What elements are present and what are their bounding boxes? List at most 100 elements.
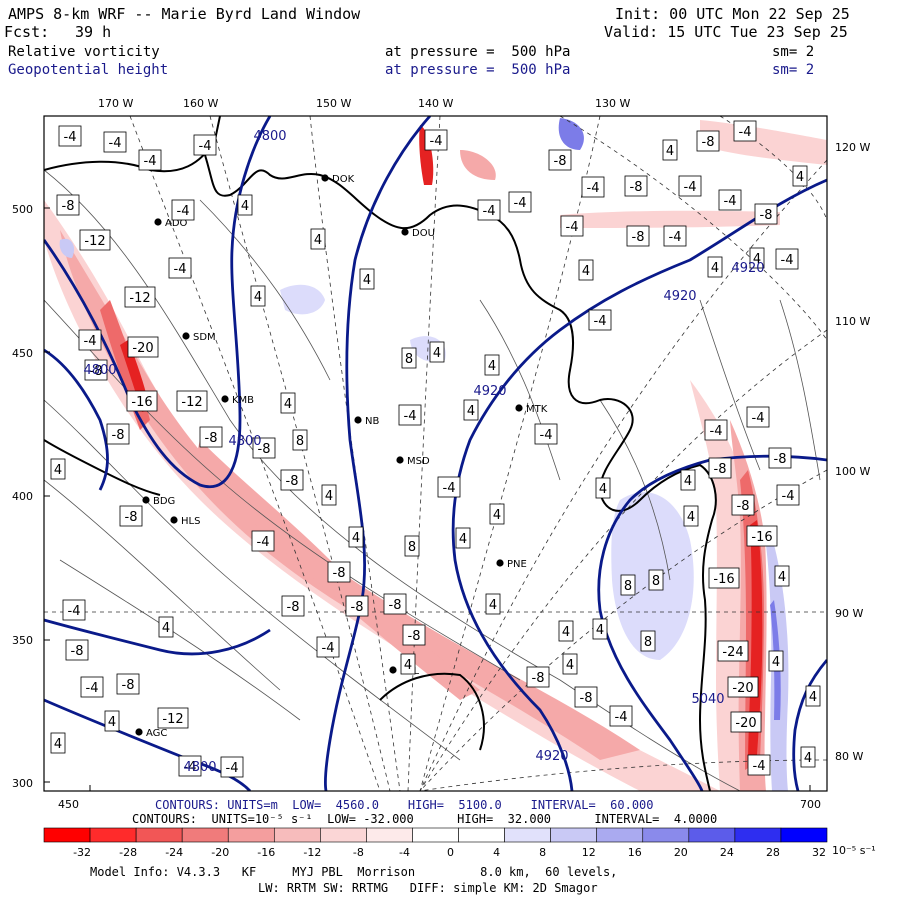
lon-label-top: 130 W [595, 97, 630, 110]
vorticity-label-box [485, 593, 501, 615]
map-title: AMPS 8-km WRF -- Marie Byrd Land Window [8, 5, 361, 23]
vorticity-label-box [171, 199, 195, 221]
vorticity-label: -16 [713, 572, 734, 587]
vorticity-label-box [578, 259, 594, 281]
colorbar-tick: 28 [766, 846, 780, 859]
vorticity-label: -8 [122, 678, 135, 693]
vorticity-label: -4 [752, 411, 765, 426]
vorticity-label: -24 [722, 645, 743, 660]
vorticity-label: -12 [129, 291, 150, 306]
vorticity-label-box [648, 569, 664, 591]
vorticity-label-box [663, 225, 687, 247]
vorticity-label-box [316, 636, 340, 658]
colorbar-tick: -12 [303, 846, 321, 859]
vorticity-label: 4 [687, 510, 695, 525]
station-dot [401, 228, 409, 236]
vorticity-label-box [193, 134, 217, 156]
frame-ticks [44, 207, 811, 791]
vorticity-label: -8 [630, 180, 643, 195]
colorbar-swatch [780, 827, 828, 843]
vorticity-label: -8 [774, 452, 787, 467]
vorticity-label-box [158, 616, 174, 638]
vorticity-label-box [624, 175, 648, 197]
bottom-grid-labels: 450 700 [58, 798, 821, 811]
vorticity-label: -4 [566, 220, 579, 235]
vorticity-label: -20 [735, 716, 756, 731]
vorticity-label-box [620, 574, 636, 596]
vorticity-label: -8 [71, 644, 84, 659]
grid-label-left: 350 [12, 634, 33, 647]
station-dot [170, 516, 178, 524]
vorticity-label-box [104, 710, 120, 732]
vorticity-label: -4 [483, 204, 496, 219]
vorticity-label-box [727, 676, 759, 698]
vorticity-label: -8 [125, 510, 138, 525]
grid-label-left: 400 [12, 490, 33, 503]
vorticity-label-box [50, 732, 66, 754]
vorticity-label-box [437, 476, 461, 498]
colorbar-swatch [412, 827, 459, 843]
vorticity-label: -4 [739, 125, 752, 140]
vorticity-label-box [683, 505, 699, 527]
vorticity-label-box [609, 705, 633, 727]
vorticity-label-box [592, 618, 608, 640]
vorticity-label-box [746, 406, 770, 428]
grid-label-bottom: 700 [800, 798, 821, 811]
colorbar-swatch [43, 827, 91, 843]
vorticity-label: 4 [241, 199, 249, 214]
vorticity-label-box [588, 309, 612, 331]
vorticity-label-box [704, 419, 728, 441]
vorticity-label-box [626, 225, 650, 247]
vorticity-label: -4 [587, 181, 600, 196]
field2-name: Geopotential height [8, 62, 169, 78]
vorticity-label: -8 [760, 208, 773, 223]
vorticity-label-box [103, 131, 127, 153]
lon-label-top: 170 W [98, 97, 133, 110]
vorticity-label-box [383, 593, 407, 615]
vorticity-label-box [400, 653, 416, 675]
vorticity-label-box [562, 653, 578, 675]
vorticity-label-box [463, 399, 479, 421]
vorticity-label-box [176, 390, 208, 412]
vorticity-label-box [252, 437, 276, 459]
height-contour-label: 4920 [731, 261, 764, 276]
vorticity-label: -4 [199, 139, 212, 154]
vorticity-label-box [199, 426, 223, 448]
vorticity-label: -8 [389, 598, 402, 613]
vorticity-label: 4 [566, 658, 574, 673]
vorticity-label-box [404, 535, 420, 557]
station-label: MSD [407, 456, 430, 467]
colorbar-swatch [688, 827, 736, 843]
vorticity-label: 4 [809, 690, 817, 705]
vorticity-label-box [78, 329, 102, 351]
colorbar-swatch [273, 827, 321, 843]
vorticity-label-box [455, 527, 471, 549]
vorticity-label: -4 [226, 761, 239, 776]
station-dot [182, 332, 190, 340]
vorticity-label-box [251, 530, 275, 552]
vorticity-label-box [424, 129, 448, 151]
vorticity-label-box [640, 630, 656, 652]
vorticity-label-box [534, 423, 558, 445]
vorticity-label: 4 [459, 532, 467, 547]
station-dot [154, 218, 162, 226]
vorticity-label: -4 [84, 334, 97, 349]
grid-label-left: 450 [12, 347, 33, 360]
right-longitude-labels: 120 W 110 W 100 W 90 W 80 W [835, 141, 870, 763]
vorticity-label-box [662, 139, 678, 161]
vorticity-label-box [138, 149, 162, 171]
vorticity-label: 4 [666, 144, 674, 159]
field1-level: at pressure = 500 hPa [385, 44, 571, 60]
vorticity-label: -8 [333, 566, 346, 581]
grid-label-left: 300 [12, 777, 33, 790]
physics-info: LW: RRTM SW: RRTMG DIFF: simple KM: 2D S… [258, 881, 598, 895]
vorticity-label-box [178, 755, 202, 777]
vorticity-label-box [508, 191, 532, 213]
vorticity-label: -4 [177, 204, 190, 219]
vorticity-label-box [359, 268, 375, 290]
vorticity-label: 4 [54, 463, 62, 478]
vorticity-label: 4 [162, 621, 170, 636]
vorticity-label-box [310, 228, 326, 250]
vorticity-label: 4 [804, 751, 812, 766]
